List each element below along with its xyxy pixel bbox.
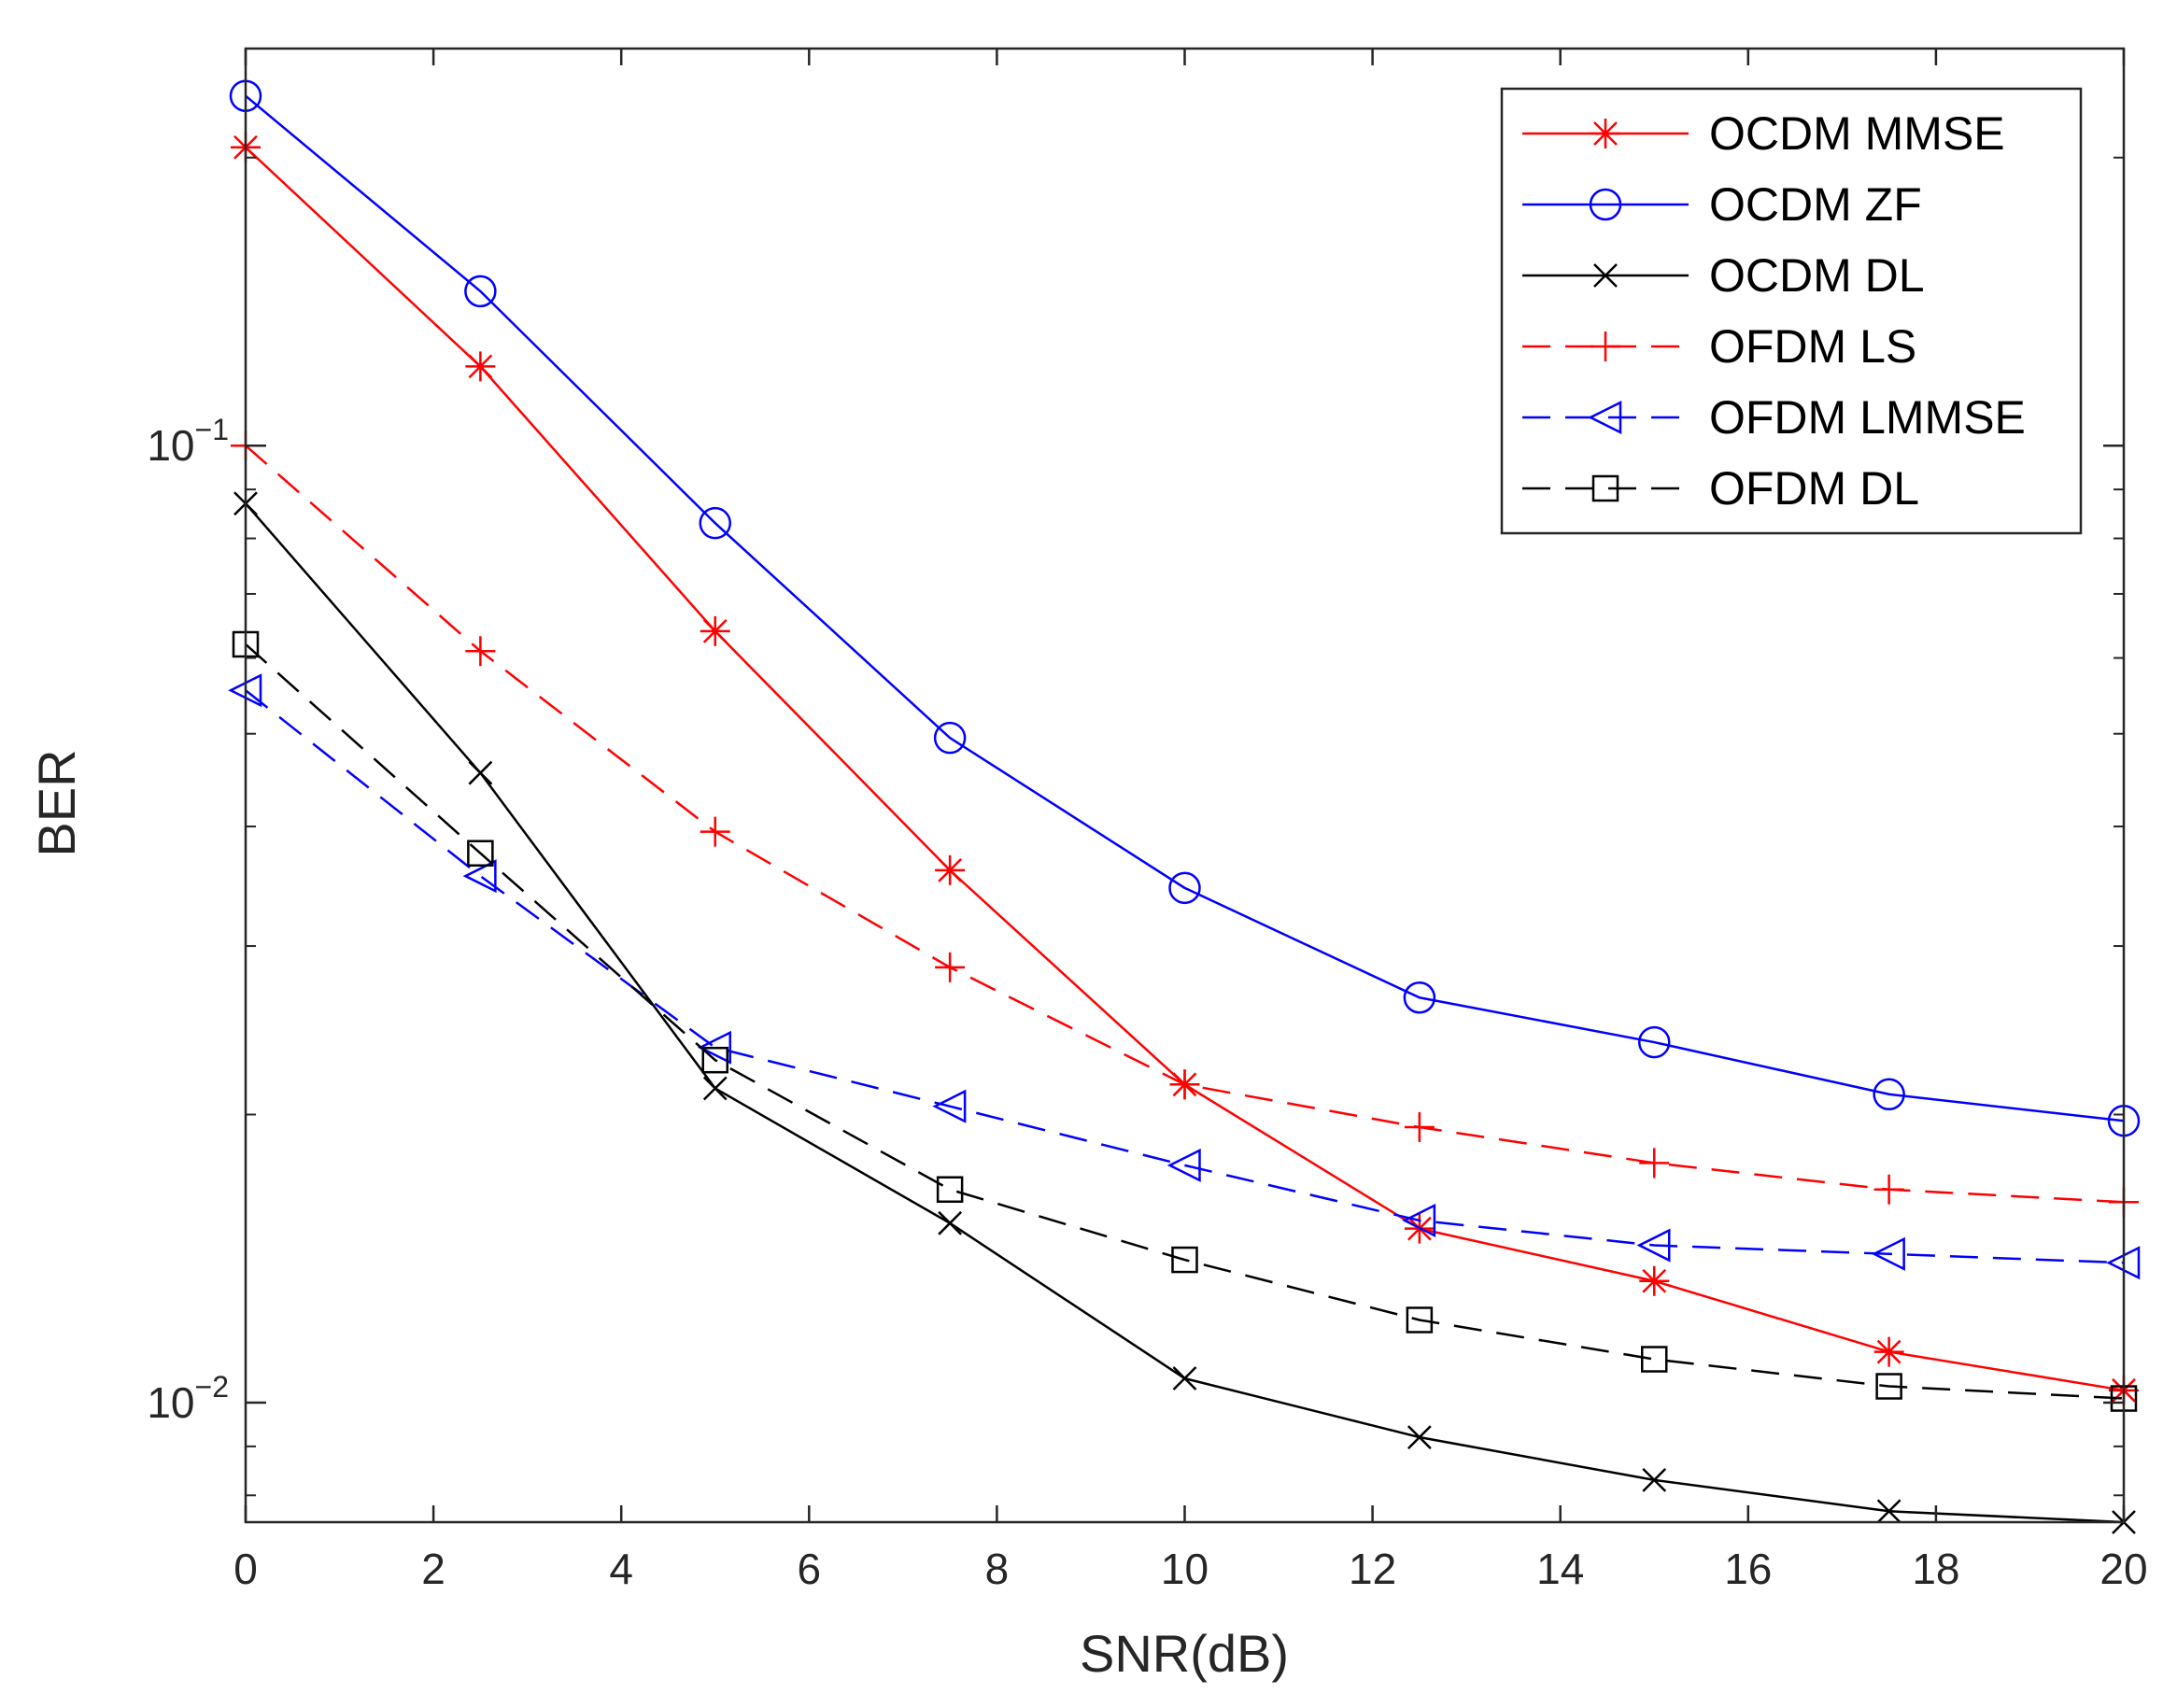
y-axis-title: BER [27, 749, 86, 856]
legend-entry-ofdm-ls: OFDM LS [1522, 320, 1916, 373]
data-point-ocdm-zf [464, 275, 497, 308]
x-tick-label: 0 [233, 1545, 258, 1593]
data-point-ocdm-dl [1876, 1499, 1901, 1524]
data-point-ofdm-ls [935, 952, 966, 982]
data-point-ocdm-mmse [935, 854, 966, 885]
data-point-ofdm-ls [1169, 1069, 1200, 1100]
legend-marker-ofdm-lmmse [1588, 400, 1622, 435]
data-point-ocdm-zf [699, 506, 731, 540]
data-point-ofdm-ls [700, 816, 730, 847]
data-point-ofdm-dl [936, 1176, 964, 1203]
x-tick-label: 6 [798, 1545, 822, 1593]
x-tick-label: 2 [421, 1545, 445, 1593]
x-tick-label: 20 [2099, 1545, 2147, 1593]
data-point-ocdm-dl [1407, 1425, 1432, 1449]
legend-label-ocdm-mmse: OCDM MMSE [1709, 107, 2005, 160]
data-point-ofdm-lmmse [932, 1089, 967, 1123]
data-point-ocdm-dl [702, 1076, 728, 1101]
data-point-ocdm-dl [468, 760, 493, 785]
data-point-ocdm-zf [933, 721, 967, 755]
data-point-ofdm-ls [1404, 1112, 1435, 1143]
data-point-ofdm-lmmse [1871, 1236, 1905, 1271]
legend-entry-ofdm-lmmse: OFDM LMMSE [1522, 391, 2026, 444]
legend-marker-ocdm-mmse [1590, 119, 1620, 148]
legend-entry-ofdm-dl: OFDM DL [1522, 462, 1919, 515]
data-point-ofdm-lmmse [1636, 1228, 1671, 1263]
x-tick-label: 4 [609, 1545, 633, 1593]
y-tick-label: 10−2 [147, 1370, 229, 1427]
data-point-ocdm-dl [1642, 1468, 1667, 1492]
x-tick-label: 12 [1349, 1545, 1396, 1593]
legend-entry-ocdm-dl: OCDM DL [1522, 249, 1925, 302]
legend-label-ofdm-lmmse: OFDM LMMSE [1709, 391, 2026, 444]
series-ofdm-ls [231, 431, 2139, 1218]
x-tick-label: 16 [1724, 1545, 1772, 1593]
data-point-ofdm-dl [467, 840, 494, 867]
legend-marker-ofdm-ls [1590, 332, 1620, 361]
data-point-ocdm-mmse [1873, 1336, 1904, 1367]
series-ofdm-lmmse [228, 673, 2141, 1280]
x-tick-label: 18 [1912, 1545, 1959, 1593]
data-point-ocdm-zf [1638, 1025, 1671, 1059]
data-point-ofdm-dl [1406, 1306, 1434, 1334]
series-line-ocdm-zf [245, 94, 2125, 1122]
data-point-ofdm-lmmse [462, 859, 497, 894]
legend-entry-ocdm-mmse: OCDM MMSE [1522, 107, 2005, 160]
data-point-ofdm-dl [1171, 1246, 1198, 1274]
series-ocdm-zf [229, 79, 2141, 1137]
data-point-ofdm-lmmse [697, 1030, 731, 1065]
data-point-ofdm-ls [465, 636, 496, 667]
legend-entry-ocdm-zf: OCDM ZF [1522, 178, 1922, 231]
data-point-ocdm-mmse [465, 351, 496, 382]
data-point-ocdm-dl [938, 1210, 963, 1235]
legend-label-ocdm-zf: OCDM ZF [1709, 178, 1922, 231]
data-point-ocdm-mmse [700, 615, 730, 646]
legend-marker-ofdm-dl [1591, 474, 1619, 502]
series-layer [228, 79, 2141, 1534]
legend-marker-ocdm-zf [1589, 188, 1622, 221]
legend: OCDM MMSE OCDM ZF OCDM DL OFDM LS OFDM LMMSE… [1500, 87, 2083, 535]
legend-label-ofdm-ls: OFDM LS [1709, 320, 1916, 373]
data-point-ofdm-ls [1639, 1148, 1670, 1179]
data-point-ofdm-dl [1641, 1346, 1668, 1373]
legend-marker-ocdm-dl [1593, 263, 1618, 288]
series-line-ofdm-lmmse [245, 689, 2125, 1264]
legend-box [1500, 87, 2083, 535]
y-tick-label: 10−1 [147, 413, 229, 470]
data-point-ofdm-lmmse [1402, 1203, 1436, 1237]
data-point-ocdm-dl [1172, 1366, 1197, 1390]
legend-label-ofdm-dl: OFDM DL [1709, 462, 1919, 515]
data-point-ocdm-zf [1403, 981, 1436, 1014]
data-point-ocdm-zf [1168, 871, 1201, 905]
data-point-ocdm-mmse [1639, 1265, 1670, 1296]
x-axis-title: SNR(dB) [1080, 1624, 1289, 1683]
data-point-ofdm-dl [701, 1046, 728, 1074]
data-point-ofdm-ls [1873, 1174, 1904, 1205]
data-point-ofdm-lmmse [1166, 1148, 1201, 1182]
x-tick-label: 14 [1536, 1545, 1584, 1593]
legend-label-ocdm-dl: OCDM DL [1709, 249, 1925, 302]
axes-layer: 0 2 4 6 8 10 12 14 16 18 20 10−2 10−1 [147, 47, 2148, 1593]
x-tick-label: 8 [985, 1545, 1010, 1593]
x-tick-label: 10 [1161, 1545, 1209, 1593]
data-point-ofdm-dl [1875, 1373, 1902, 1400]
data-point-ocdm-zf [1873, 1078, 1905, 1111]
series-line-ofdm-dl [245, 643, 2125, 1400]
